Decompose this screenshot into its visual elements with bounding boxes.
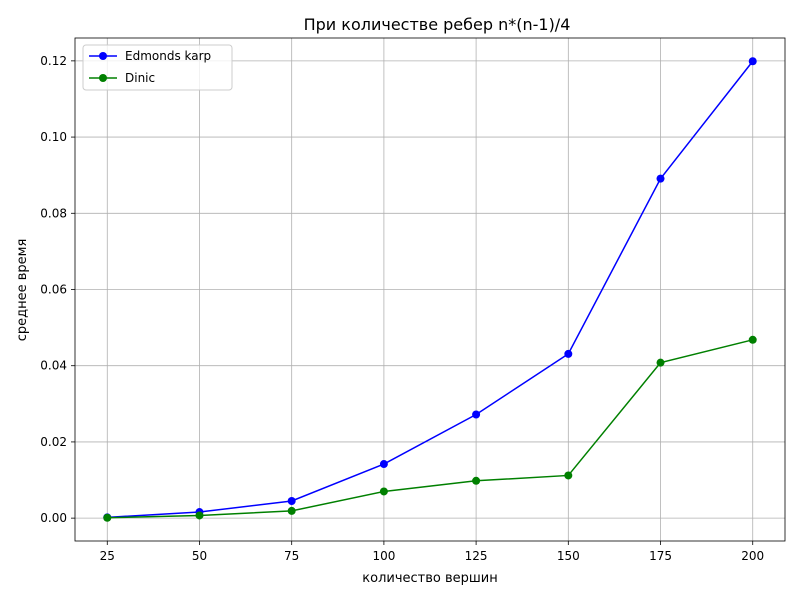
x-tick-label: 150 xyxy=(557,549,580,563)
data-point xyxy=(472,476,481,485)
x-tick-label: 100 xyxy=(372,549,395,563)
data-point xyxy=(564,471,573,480)
x-tick-label: 125 xyxy=(465,549,488,563)
legend-label: Edmonds karp xyxy=(125,49,211,63)
y-axis: 0.00 0.02 0.04 0.06 0.08 0.10 0.12 xyxy=(40,54,75,525)
x-tick-label: 75 xyxy=(284,549,299,563)
data-point xyxy=(472,410,481,419)
x-tick-label: 175 xyxy=(649,549,672,563)
data-point xyxy=(287,496,296,505)
series-layer xyxy=(103,57,757,522)
legend-marker xyxy=(99,52,107,60)
x-axis: 25 50 75 100 125 150 175 200 xyxy=(100,541,764,563)
data-point xyxy=(656,174,665,183)
data-point xyxy=(656,358,665,367)
y-tick-label: 0.00 xyxy=(40,511,67,525)
y-tick-label: 0.10 xyxy=(40,130,67,144)
legend-marker xyxy=(99,74,107,82)
x-axis-label: количество вершин xyxy=(362,571,497,586)
data-point xyxy=(748,57,757,66)
y-tick-label: 0.06 xyxy=(40,283,67,297)
data-point xyxy=(287,506,296,515)
data-point xyxy=(379,460,388,469)
chart-title: При количестве ребер n*(n-1)/4 xyxy=(304,15,571,34)
y-axis-label: среднее время xyxy=(15,239,30,342)
grid xyxy=(75,38,785,541)
legend-box xyxy=(82,44,233,91)
y-tick-label: 0.04 xyxy=(40,359,67,373)
series-line xyxy=(107,60,754,519)
x-tick-label: 200 xyxy=(741,549,764,563)
data-point xyxy=(103,513,112,522)
legend: Edmonds karp Dinic xyxy=(82,44,233,91)
legend-label: Dinic xyxy=(125,71,155,85)
data-point xyxy=(564,349,573,358)
legend-item: Edmonds karp xyxy=(89,49,211,63)
x-tick-label: 25 xyxy=(100,549,115,563)
series-dinic xyxy=(103,335,757,522)
data-point xyxy=(195,511,204,520)
y-tick-label: 0.08 xyxy=(40,206,67,220)
x-tick-label: 50 xyxy=(192,549,207,563)
data-point xyxy=(379,487,388,496)
y-tick-label: 0.12 xyxy=(40,54,67,68)
y-tick-label: 0.02 xyxy=(40,435,67,449)
data-point xyxy=(748,335,757,344)
legend-item: Dinic xyxy=(89,71,155,85)
series-line xyxy=(107,339,753,519)
